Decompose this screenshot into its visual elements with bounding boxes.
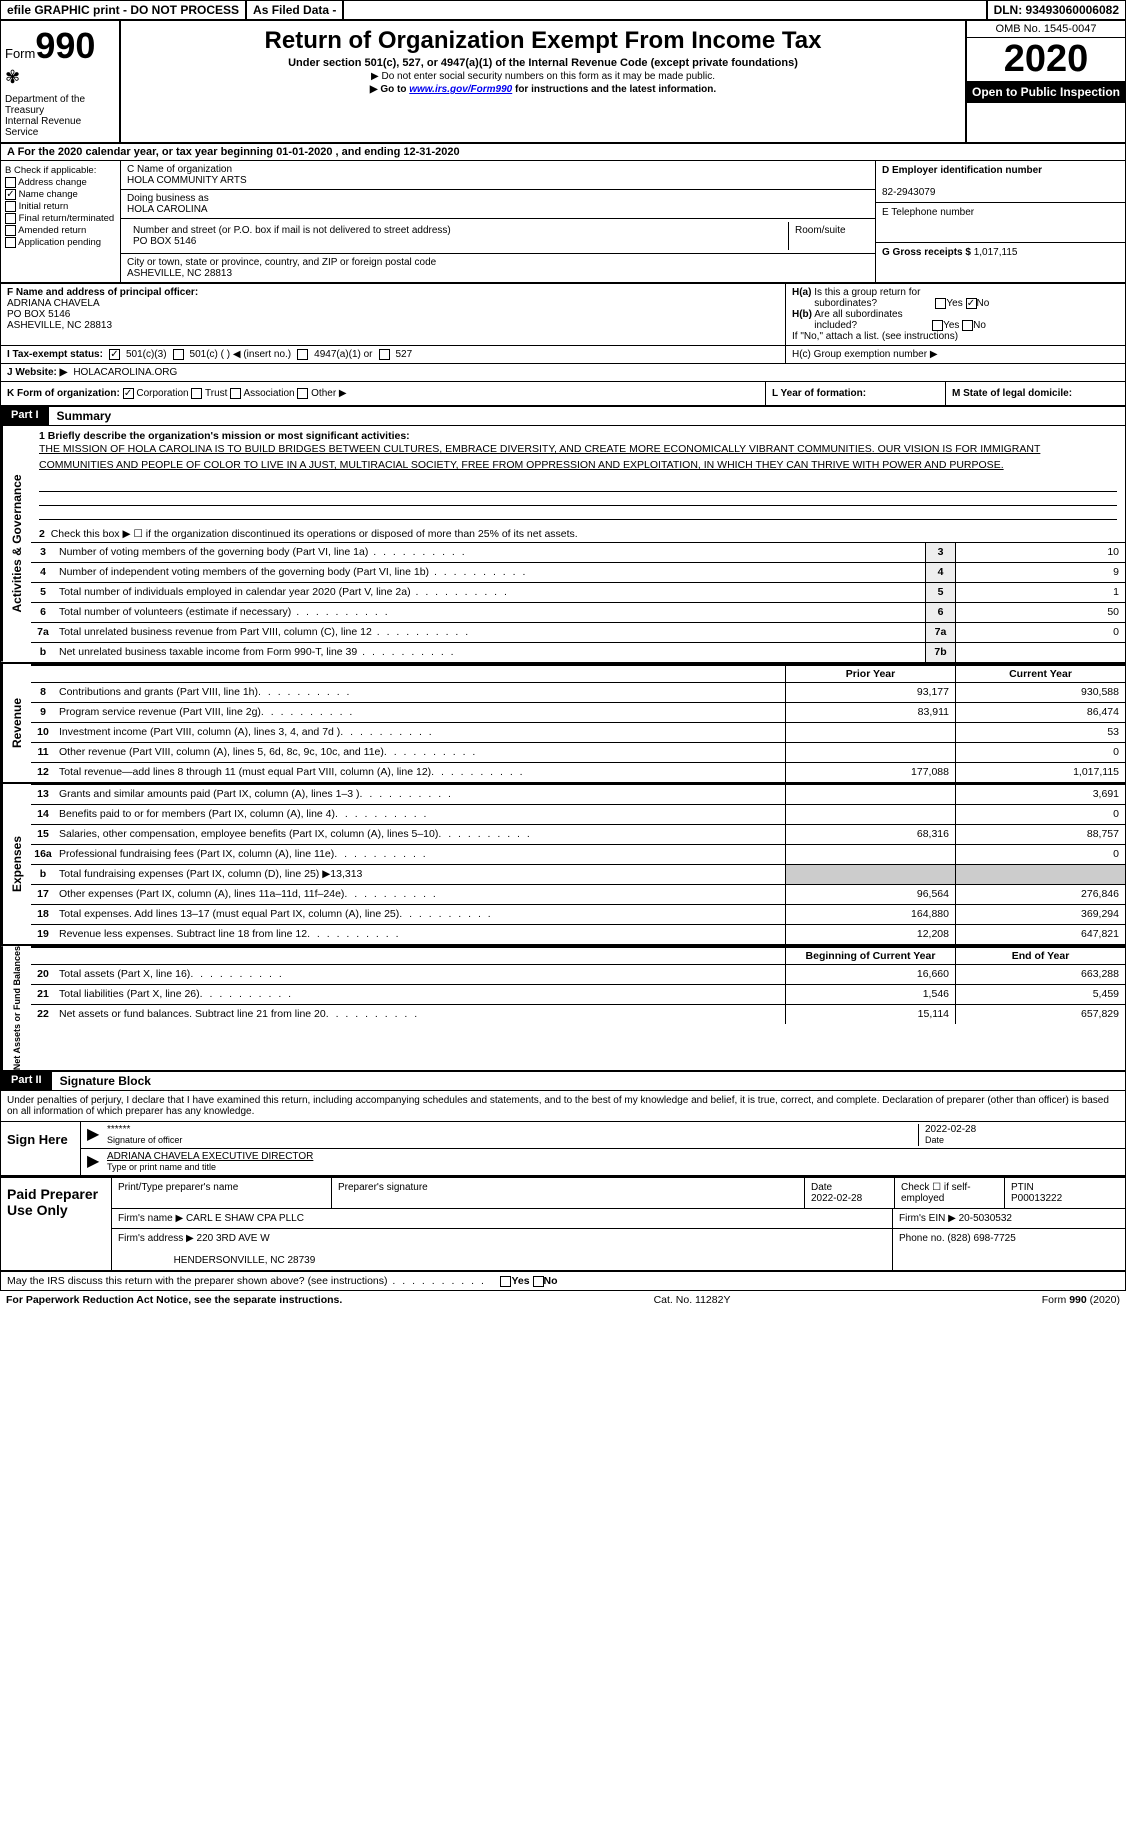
asfiled: As Filed Data - — [247, 1, 344, 19]
fin-row: 15 Salaries, other compensation, employe… — [31, 824, 1125, 844]
section-revenue: Revenue Prior YearCurrent Year 8 Contrib… — [1, 664, 1125, 784]
fin-row: 17 Other expenses (Part IX, column (A), … — [31, 884, 1125, 904]
fin-row: 14 Benefits paid to or for members (Part… — [31, 804, 1125, 824]
fin-row: 9 Program service revenue (Part VIII, li… — [31, 702, 1125, 722]
fin-row: b Total fundraising expenses (Part IX, c… — [31, 864, 1125, 884]
section-netassets: Net Assets or Fund Balances Beginning of… — [1, 946, 1125, 1072]
fin-row: 10 Investment income (Part VIII, column … — [31, 722, 1125, 742]
header-title: Return of Organization Exempt From Incom… — [121, 21, 965, 142]
part2-header: Part II Signature Block — [1, 1072, 1125, 1091]
fin-row: 16a Professional fundraising fees (Part … — [31, 844, 1125, 864]
gov-row: b Net unrelated business taxable income … — [31, 642, 1125, 662]
topbar: efile GRAPHIC print - DO NOT PROCESS As … — [1, 1, 1125, 21]
line-a: A For the 2020 calendar year, or tax yea… — [1, 144, 1125, 161]
header-left: Form990 ✾ Department of the Treasury Int… — [1, 21, 121, 142]
gov-row: 7a Total unrelated business revenue from… — [31, 622, 1125, 642]
fin-row: 21 Total liabilities (Part X, line 26) 1… — [31, 984, 1125, 1004]
line-j: J Website: ▶ HOLACAROLINA.ORG — [1, 364, 1125, 382]
footer: For Paperwork Reduction Act Notice, see … — [0, 1291, 1126, 1309]
fin-row: 18 Total expenses. Add lines 13–17 (must… — [31, 904, 1125, 924]
gov-row: 3 Number of voting members of the govern… — [31, 542, 1125, 562]
col-b: B Check if applicable: Address change ✓ … — [1, 161, 121, 282]
dln: DLN: 93493060006082 — [988, 1, 1125, 19]
signature-block: Under penalties of perjury, I declare th… — [1, 1091, 1125, 1290]
fin-row: 20 Total assets (Part X, line 16) 16,660… — [31, 964, 1125, 984]
fin-row: 13 Grants and similar amounts paid (Part… — [31, 784, 1125, 804]
form-990: efile GRAPHIC print - DO NOT PROCESS As … — [0, 0, 1126, 1291]
irs-link[interactable]: www.irs.gov/Form990 — [409, 84, 512, 95]
fin-row: 22 Net assets or fund balances. Subtract… — [31, 1004, 1125, 1024]
fin-row: 11 Other revenue (Part VIII, column (A),… — [31, 742, 1125, 762]
section-governance: Activities & Governance 1 Briefly descri… — [1, 426, 1125, 664]
section-expenses: Expenses 13 Grants and similar amounts p… — [1, 784, 1125, 946]
header: Form990 ✾ Department of the Treasury Int… — [1, 21, 1125, 144]
col-c: C Name of organizationHOLA COMMUNITY ART… — [121, 161, 875, 282]
efile-notice: efile GRAPHIC print - DO NOT PROCESS — [1, 1, 247, 19]
gov-row: 4 Number of independent voting members o… — [31, 562, 1125, 582]
header-right: OMB No. 1545-0047 2020 Open to Public In… — [965, 21, 1125, 142]
gov-row: 5 Total number of individuals employed i… — [31, 582, 1125, 602]
block-b-c-d: B Check if applicable: Address change ✓ … — [1, 161, 1125, 284]
fin-row: 19 Revenue less expenses. Subtract line … — [31, 924, 1125, 944]
part1-header: Part I Summary — [1, 407, 1125, 426]
fin-row: 12 Total revenue—add lines 8 through 11 … — [31, 762, 1125, 782]
line-k: K Form of organization: ✓ Corporation Tr… — [1, 382, 1125, 407]
gov-row: 6 Total number of volunteers (estimate i… — [31, 602, 1125, 622]
block-f-h: F Name and address of principal officer:… — [1, 284, 1125, 346]
fin-row: 8 Contributions and grants (Part VIII, l… — [31, 682, 1125, 702]
col-d-e-g: D Employer identification number82-29430… — [875, 161, 1125, 282]
